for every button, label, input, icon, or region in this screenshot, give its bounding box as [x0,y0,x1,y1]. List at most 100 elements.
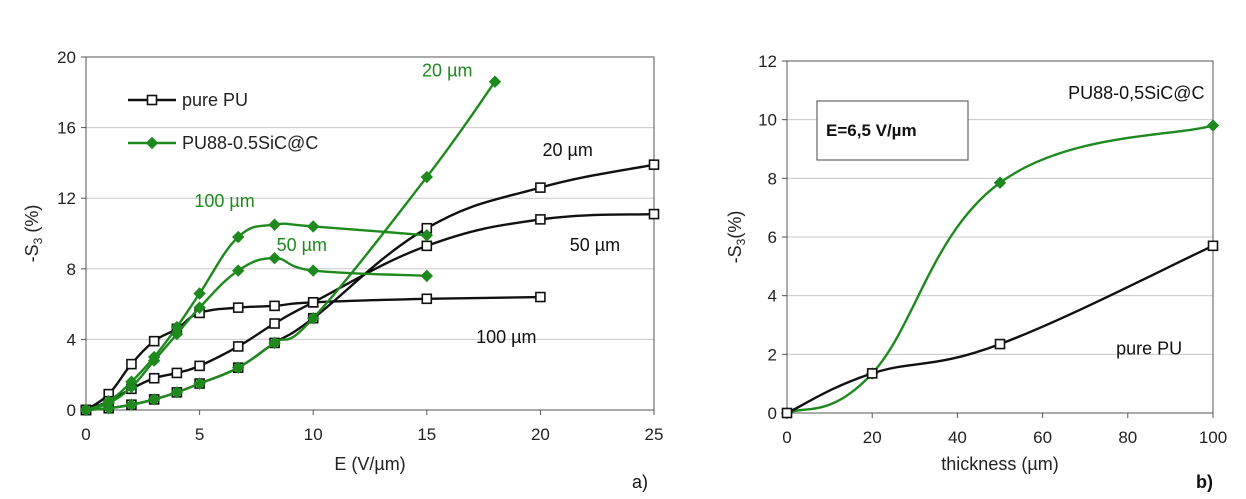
data-point [232,302,244,313]
panel-label: b) [1196,472,1213,492]
data-point [535,182,546,193]
x-tick-label: 15 [417,425,436,444]
series-line [85,257,427,412]
panel-label: a) [632,472,648,492]
annotation-label: PU88-0,5SiC@C [1068,83,1204,103]
data-point [648,159,660,170]
x-tick-label: 0 [81,425,90,444]
y-tick-label: 8 [768,169,777,188]
annotation-label: pure PU [1116,338,1182,358]
y-tick-label: 0 [67,401,76,420]
y-axis-label: -S3 (%) [22,205,45,263]
data-point [147,393,161,406]
legend-label: pure PU [182,90,248,110]
chart-panel-a: 0 4 8 12 16 20 0 5 10 15 20 25 E (V/µm) -S3 (%) 20 µm 1… [22,48,663,492]
data-point [420,269,434,283]
data-point [866,368,878,379]
y-tick-label: 0 [768,404,777,423]
data-point [232,230,245,244]
legend-marker [146,94,158,106]
data-point [148,372,160,384]
x-tick-label: 80 [1118,428,1137,447]
data-point [648,208,660,220]
y-axis-label-main: -S [22,244,42,262]
data-point [306,220,320,233]
x-tick-label: 60 [1033,428,1052,447]
series-line [85,222,427,412]
series-sic-4 [79,252,434,417]
annotation-label: 20 µm [542,140,592,160]
data-point [1206,119,1220,132]
series-sic-0 [780,119,1220,420]
data-point [269,318,280,329]
data-point [307,297,319,308]
condition-label: E=6,5 V/µm [826,121,917,140]
series-pure-1 [781,240,1219,419]
annotation-label: 20 µm [422,60,472,80]
data-point [148,335,160,347]
y-tick-label: 4 [67,330,76,349]
plot-area-frame [85,56,655,411]
annotation-label: 100 µm [194,191,254,211]
chart-panel-b: 0 2 4 6 8 10 12 0 20 40 60 80 100 thickness (µm) -S3(%… [725,52,1227,492]
data-point [170,327,184,341]
data-point [420,170,434,184]
data-point [269,300,280,312]
condition-box [816,100,969,161]
data-point [420,229,434,242]
data-point [268,218,281,231]
y-axis-label: -S3(%) [725,211,748,264]
data-point [535,214,546,225]
data-point [126,358,137,370]
y-axis-label-sub: 3 [31,237,45,244]
data-point [232,264,245,277]
data-point [232,341,244,352]
data-point [1207,240,1219,252]
y-tick-label: 16 [57,119,76,138]
data-point [193,377,206,390]
x-tick-label: 100 [1199,428,1227,447]
data-point [171,367,183,379]
data-point [79,403,93,417]
annotation-label: 50 µm [570,235,620,255]
data-point [781,407,793,419]
x-tick-label: 0 [782,428,791,447]
y-tick-label: 12 [758,52,777,71]
y-axis-label-main: -S [725,245,745,263]
data-point [125,398,138,411]
data-point [421,293,433,305]
data-point [193,287,206,300]
legend-label: PU88-0.5SiC@C [182,133,318,153]
data-point [993,176,1007,189]
annotation-label: 50 µm [277,235,327,255]
data-point [535,291,546,303]
data-point [125,380,138,394]
y-tick-label: 10 [758,111,777,130]
y-axis-label-unit: (%) [725,211,745,239]
data-point [306,312,320,325]
data-point [488,75,502,88]
data-point [306,264,320,277]
data-point [421,240,433,252]
data-point [102,402,115,415]
data-point [232,361,245,374]
x-tick-label: 5 [195,425,204,444]
x-tick-label: 20 [863,428,882,447]
y-tick-label: 2 [768,345,777,364]
legend-marker [145,136,159,150]
data-point [193,301,206,314]
data-point [268,252,281,265]
x-tick-label: 10 [304,425,323,444]
series-line [786,244,1214,415]
series-pure-0 [80,291,546,416]
data-point [194,360,205,372]
y-tick-label: 12 [57,189,76,208]
data-point [268,336,281,350]
y-tick-label: 4 [768,287,777,306]
data-point [994,338,1006,350]
x-tick-label: 25 [645,425,664,444]
y-tick-label: 20 [57,48,76,67]
series-sic-5 [79,75,502,417]
series-line [786,124,1214,415]
